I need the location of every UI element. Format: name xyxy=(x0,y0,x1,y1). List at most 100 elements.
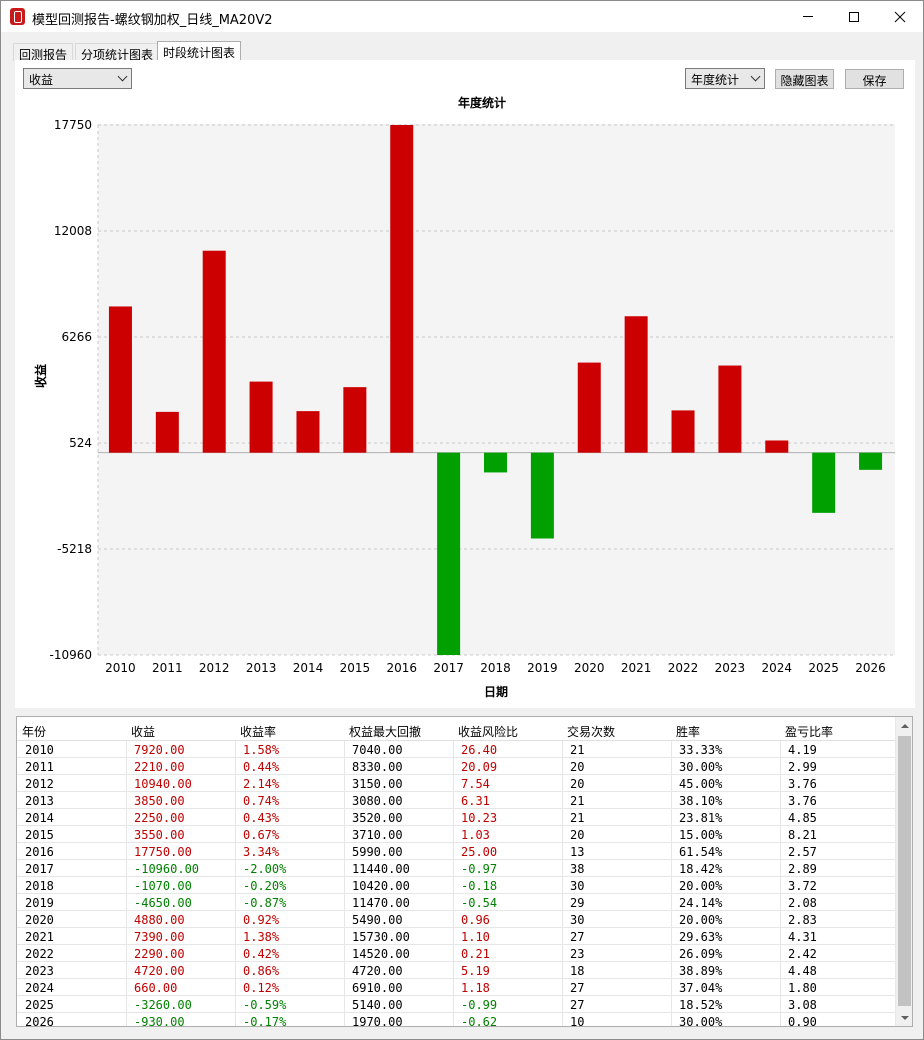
bar-2015[interactable] xyxy=(343,387,367,453)
table-cell: 2020 xyxy=(25,913,54,927)
maximize-icon xyxy=(849,11,859,22)
column-divider xyxy=(453,775,454,792)
x-axis-label: 日期 xyxy=(484,684,508,699)
table-cell: 14520.00 xyxy=(352,947,410,961)
stats-table[interactable]: 年份 收益 收益率 权益最大回撤 收益风险比 交易次数 胜率 盈亏比率 2010… xyxy=(16,716,913,1027)
table-cell: 3520.00 xyxy=(352,811,403,825)
table-row[interactable]: 2015 3550.00 0.67% 3710.00 1.03 20 15.00% 8.21 xyxy=(17,826,895,843)
column-divider xyxy=(671,996,672,1013)
table-cell: -1070.00 xyxy=(134,879,192,893)
column-divider xyxy=(126,911,127,928)
title-bar[interactable]: 模型回测报告-螺纹钢加权_日线_MA20V2 xyxy=(1,1,923,32)
table-cell: 3.76 xyxy=(788,794,817,808)
arrow-up-icon xyxy=(900,723,909,728)
bar-2025[interactable] xyxy=(812,452,836,513)
vertical-scrollbar[interactable] xyxy=(895,717,912,1026)
table-row[interactable]: 2010 7920.00 1.58% 7040.00 26.40 21 33.33% 4.19 xyxy=(17,741,895,758)
scroll-up-button[interactable] xyxy=(896,717,912,734)
bar-2017[interactable] xyxy=(437,452,461,655)
bar-2011[interactable] xyxy=(155,411,179,453)
table-row[interactable]: 2019 -4650.00 -0.87% 11470.00 -0.54 29 24.14% 2… xyxy=(17,894,895,911)
column-divider xyxy=(126,1013,127,1026)
table-cell: 2014 xyxy=(25,811,54,825)
table-row[interactable]: 2024 660.00 0.12% 6910.00 1.18 27 37.04% 1.80 xyxy=(17,979,895,996)
column-divider xyxy=(780,809,781,826)
tab-item-stats-chart[interactable]: 分项统计图表 xyxy=(75,43,160,62)
column-divider xyxy=(780,741,781,758)
table-row[interactable]: 2026 -930.00 -0.17% 1970.00 -0.62 10 30.00% 0.9… xyxy=(17,1013,895,1027)
bar-2024[interactable] xyxy=(765,440,789,453)
column-divider xyxy=(344,1013,345,1026)
table-cell: 1.03 xyxy=(461,828,490,842)
table-cell: -3260.00 xyxy=(134,998,192,1012)
column-divider xyxy=(235,741,236,758)
table-cell: 21 xyxy=(570,743,585,757)
column-divider xyxy=(671,741,672,758)
hide-chart-button[interactable]: 隐藏图表 xyxy=(775,69,834,89)
table-row[interactable]: 2014 2250.00 0.43% 3520.00 10.23 21 23.81% 4.85 xyxy=(17,809,895,826)
column-divider xyxy=(126,775,127,792)
table-cell: 0.21 xyxy=(461,947,490,961)
col-header-return-risk-ratio[interactable]: 收益风险比 xyxy=(458,725,519,739)
bar-2012[interactable] xyxy=(202,250,226,453)
table-cell: 7920.00 xyxy=(134,743,185,757)
col-header-year[interactable]: 年份 xyxy=(22,725,47,739)
table-row[interactable]: 2013 3850.00 0.74% 3080.00 6.31 21 38.10% 3.76 xyxy=(17,792,895,809)
save-button[interactable]: 保存 xyxy=(845,69,904,89)
bar-2019[interactable] xyxy=(530,452,554,539)
bar-2022[interactable] xyxy=(671,410,695,453)
period-select[interactable]: 年度统计 xyxy=(685,68,765,89)
scroll-down-button[interactable] xyxy=(896,1009,912,1026)
col-header-profit-loss-ratio[interactable]: 盈亏比率 xyxy=(785,725,834,739)
column-divider xyxy=(671,945,672,962)
table-cell: 2017 xyxy=(25,862,54,876)
tab-period-stats-chart[interactable]: 时段统计图表 xyxy=(157,41,242,61)
column-divider xyxy=(126,945,127,962)
scrollbar-thumb[interactable] xyxy=(898,736,911,1006)
col-header-win-rate[interactable]: 胜率 xyxy=(676,725,701,739)
table-cell: 23 xyxy=(570,947,585,961)
table-row[interactable]: 2012 10940.00 2.14% 3150.00 7.54 20 45.00% 3.76 xyxy=(17,775,895,792)
close-button[interactable] xyxy=(877,1,923,32)
table-row[interactable]: 2017 -10960.00 -2.00% 11440.00 -0.97 38 18.42%… xyxy=(17,860,895,877)
table-cell: 15.00% xyxy=(679,828,723,842)
col-header-max-drawdown[interactable]: 权益最大回撤 xyxy=(349,725,422,739)
bar-2014[interactable] xyxy=(296,411,320,453)
col-header-profit[interactable]: 收益 xyxy=(131,725,156,739)
table-cell: 10 xyxy=(570,1015,585,1027)
tab-backtest-report[interactable]: 回测报告 xyxy=(13,43,74,62)
column-divider xyxy=(235,758,236,775)
table-row[interactable]: 2020 4880.00 0.92% 5490.00 0.96 30 20.00% 2.83 xyxy=(17,911,895,928)
bar-2026[interactable] xyxy=(859,452,883,470)
table-row[interactable]: 2022 2290.00 0.42% 14520.00 0.21 23 26.09% 2.42 xyxy=(17,945,895,962)
table-row[interactable]: 2018 -1070.00 -0.20% 10420.00 -0.18 30 20.00% 3… xyxy=(17,877,895,894)
column-divider xyxy=(344,945,345,962)
table-cell: 2015 xyxy=(25,828,54,842)
column-divider xyxy=(235,826,236,843)
bar-2013[interactable] xyxy=(249,381,273,453)
col-header-trade-count[interactable]: 交易次数 xyxy=(567,725,616,739)
column-divider xyxy=(562,945,563,962)
metric-select[interactable]: 收益 xyxy=(23,68,132,89)
table-cell: 10.23 xyxy=(461,811,498,825)
table-row[interactable]: 2011 2210.00 0.44% 8330.00 20.09 20 30.00% 2.99 xyxy=(17,758,895,775)
table-row[interactable]: 2021 7390.00 1.38% 15730.00 1.10 27 29.63% 4.31 xyxy=(17,928,895,945)
column-divider xyxy=(344,979,345,996)
table-cell: 7390.00 xyxy=(134,930,185,944)
table-row[interactable]: 2016 17750.00 3.34% 5990.00 25.00 13 61.54% 2.5… xyxy=(17,843,895,860)
maximize-button[interactable] xyxy=(831,1,877,32)
close-icon xyxy=(894,11,906,22)
bar-2023[interactable] xyxy=(718,365,742,453)
minimize-button[interactable] xyxy=(785,1,831,32)
bar-2021[interactable] xyxy=(624,316,648,453)
table-cell: 10940.00 xyxy=(134,777,192,791)
table-row[interactable]: 2025 -3260.00 -0.59% 5140.00 -0.99 27 18.52% 3.… xyxy=(17,996,895,1013)
bar-2018[interactable] xyxy=(484,452,507,473)
bar-2020[interactable] xyxy=(577,362,601,453)
y-tick-label: 524 xyxy=(69,436,92,450)
table-row[interactable]: 2023 4720.00 0.86% 4720.00 5.19 18 38.89% 4.48 xyxy=(17,962,895,979)
col-header-return-rate[interactable]: 收益率 xyxy=(240,725,277,739)
column-divider xyxy=(780,792,781,809)
bar-2016[interactable] xyxy=(390,125,414,453)
bar-2010[interactable] xyxy=(108,306,132,453)
